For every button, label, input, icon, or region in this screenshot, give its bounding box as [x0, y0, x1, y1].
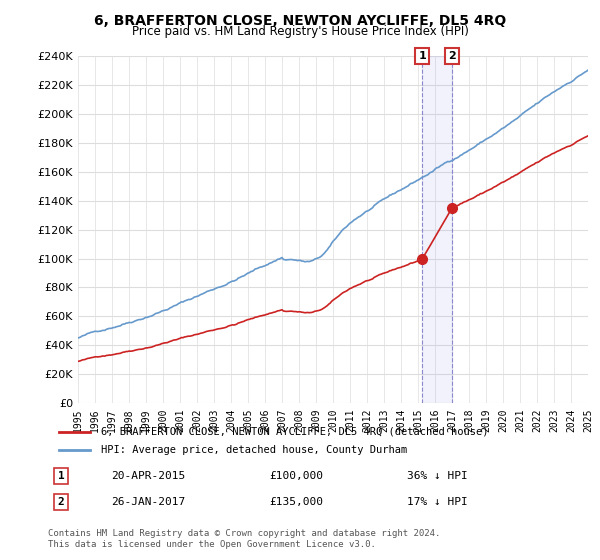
- Text: 1: 1: [418, 51, 426, 61]
- Text: £100,000: £100,000: [270, 471, 324, 481]
- Text: 26-JAN-2017: 26-JAN-2017: [112, 497, 185, 507]
- Text: 6, BRAFFERTON CLOSE, NEWTON AYCLIFFE, DL5 4RQ (detached house): 6, BRAFFERTON CLOSE, NEWTON AYCLIFFE, DL…: [101, 427, 488, 437]
- Text: 1: 1: [58, 471, 65, 481]
- Text: 20-APR-2015: 20-APR-2015: [112, 471, 185, 481]
- Text: 36% ↓ HPI: 36% ↓ HPI: [407, 471, 468, 481]
- Text: 2: 2: [58, 497, 65, 507]
- Text: 6, BRAFFERTON CLOSE, NEWTON AYCLIFFE, DL5 4RQ: 6, BRAFFERTON CLOSE, NEWTON AYCLIFFE, DL…: [94, 14, 506, 28]
- Text: £135,000: £135,000: [270, 497, 324, 507]
- Text: HPI: Average price, detached house, County Durham: HPI: Average price, detached house, Coun…: [101, 445, 407, 455]
- Text: Price paid vs. HM Land Registry's House Price Index (HPI): Price paid vs. HM Land Registry's House …: [131, 25, 469, 38]
- Text: 17% ↓ HPI: 17% ↓ HPI: [407, 497, 468, 507]
- Bar: [422, 56, 452, 403]
- Text: Contains HM Land Registry data © Crown copyright and database right 2024.
This d: Contains HM Land Registry data © Crown c…: [48, 529, 440, 549]
- Text: 2: 2: [448, 51, 456, 61]
